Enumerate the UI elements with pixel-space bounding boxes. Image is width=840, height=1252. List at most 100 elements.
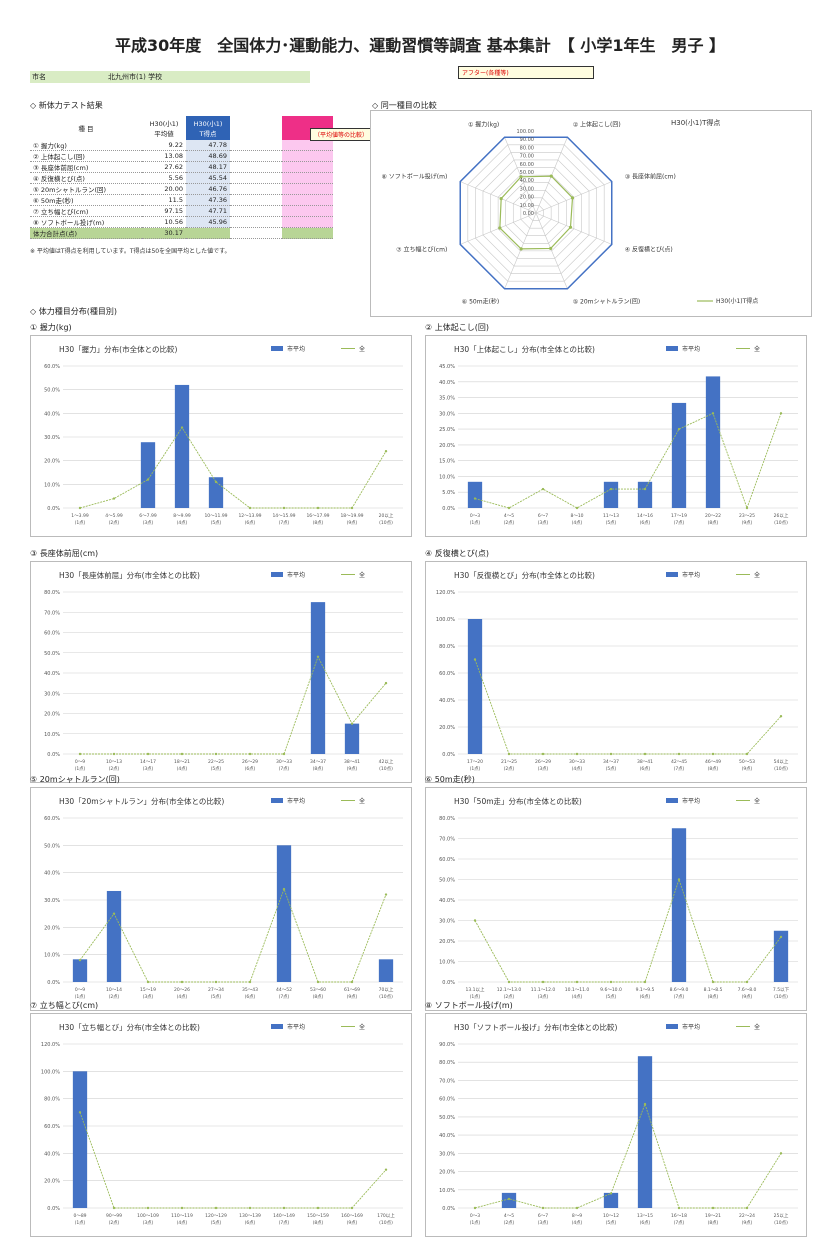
x-tick-label: (10点) xyxy=(379,994,393,1000)
x-tick-label: (3点) xyxy=(143,1220,154,1226)
bar xyxy=(671,828,687,982)
series-line xyxy=(474,1102,782,1209)
radar-spoke xyxy=(535,212,568,289)
distribution-chart: H30「20mシャトルラン」分布(市全体との比較) 市平均 全 0.0% 10.0% 20… xyxy=(44,796,403,1000)
line-point xyxy=(384,1168,388,1171)
x-tick-label: 8～9.99 xyxy=(173,513,191,519)
x-tick-label: 18～19.99 xyxy=(340,513,363,519)
distribution-chart: H30「握力」分布(市全体との比較) 市平均 全 0.0% 10.0% 20.0% 30.0… xyxy=(44,344,403,526)
x-tick-label: 61～69 xyxy=(344,987,360,993)
x-tick-label: 10～12 xyxy=(603,1213,619,1219)
x-tick-label: (5点) xyxy=(606,1220,617,1226)
distribution-chart-box: H30「20mシャトルラン」分布(市全体との比較) 市平均 全 0.0% 10.0% 20… xyxy=(30,787,412,1011)
radar-point xyxy=(570,196,575,200)
y-tick-label: 40.0% xyxy=(439,1133,455,1139)
y-tick-label: 15.0% xyxy=(439,459,455,465)
line-point xyxy=(745,1206,749,1210)
y-tick-label: 60.0% xyxy=(439,671,455,677)
distribution-chart: H30「長座体前屈」分布(市全体との比較) 市平均 全 0.0% 10.0% 20.0% 3… xyxy=(44,570,403,772)
x-tick-label: 20以上 xyxy=(379,512,394,519)
line-point xyxy=(146,478,150,481)
line-point xyxy=(282,752,286,756)
distribution-chart-box: H30「立ち幅とび」分布(市全体との比較) 市平均 全 0.0% 20.0% 40.0% 6… xyxy=(30,1013,412,1237)
legend-label: 全 xyxy=(359,797,365,805)
table-row: ③ 長座体前屈(cm) 27.62 48.17 xyxy=(30,161,333,173)
line-point xyxy=(180,980,184,984)
y-tick-label: 20.0% xyxy=(439,725,455,731)
y-tick-label: 10.0% xyxy=(439,474,455,480)
radar-title: H30(小1)T得点 xyxy=(671,118,720,127)
x-tick-label: 6～7 xyxy=(538,1213,548,1219)
results-section-label: ◇ 新体力テスト結果 xyxy=(30,101,103,110)
x-tick-label: (2点) xyxy=(109,520,120,526)
row-value-a: 9.22 xyxy=(142,140,186,151)
line-point xyxy=(350,1206,354,1210)
line-point xyxy=(282,1206,286,1210)
line-point xyxy=(384,681,388,685)
series-line xyxy=(474,878,782,983)
y-tick-label: 80.0% xyxy=(439,644,455,650)
line-point xyxy=(384,893,388,896)
chart-section-label: ⑤ 20mシャトルラン(回) xyxy=(30,775,120,784)
distribution-chart-box: H30「反復横とび」分布(市全体との比較) 市平均 全 0.0% 20.0% 40.0% 6… xyxy=(425,561,807,783)
x-tick-label: 10～13 xyxy=(106,759,122,765)
distribution-chart: H30「反復横とび」分布(市全体との比較) 市平均 全 0.0% 20.0% 40.0% 6… xyxy=(436,570,798,772)
line-point xyxy=(711,980,715,984)
bar xyxy=(344,723,360,754)
x-tick-label: 42～45 xyxy=(671,759,687,765)
x-tick-label: (4点) xyxy=(177,1220,188,1226)
row-value-b: 45.54 xyxy=(186,172,230,184)
y-tick-label: 0.0% xyxy=(47,980,60,986)
row-value-a: 13.08 xyxy=(142,150,186,162)
x-tick-label: 0～9 xyxy=(75,759,85,765)
radar-spoke xyxy=(460,181,537,214)
chart-title: H30「ソフトボール投げ」分布(市全体との比較) xyxy=(454,1022,618,1032)
bar xyxy=(72,1071,88,1208)
y-tick-label: 60.0% xyxy=(439,857,455,863)
legend-label: 市平均 xyxy=(682,1023,700,1031)
radar-spoke xyxy=(535,212,612,245)
x-tick-label: 8～10 xyxy=(570,513,583,519)
line-point xyxy=(248,980,252,984)
series-line xyxy=(474,659,782,755)
radar-point xyxy=(568,225,573,229)
radar-chart: 0.00 10.00 20.00 30.00 40.00 50.00 60.00 70.00 8… xyxy=(381,118,758,306)
x-tick-label: (4点) xyxy=(177,994,188,1000)
y-tick-label: 60.0% xyxy=(44,364,60,370)
line-point xyxy=(779,412,783,415)
y-tick-label: 20.0% xyxy=(439,443,455,449)
x-tick-label: 18～21 xyxy=(174,759,190,765)
x-tick-label: (10点) xyxy=(379,1220,393,1226)
bar xyxy=(378,959,394,982)
chart-section-label: ② 上体起こし(回) xyxy=(425,323,489,332)
x-tick-label: (10点) xyxy=(774,520,788,526)
distribution-chart-box: H30「握力」分布(市全体との比較) 市平均 全 0.0% 10.0% 20.0% 30.0… xyxy=(30,335,412,537)
radar-axis-label: ④ 反復横とび(点) xyxy=(625,246,673,254)
x-tick-label: (3点) xyxy=(143,520,154,526)
x-tick-label: (8点) xyxy=(313,1220,324,1226)
y-tick-label: 45.0% xyxy=(439,364,455,370)
series-line xyxy=(79,1112,387,1209)
chart-section-label: ④ 反復横とび(点) xyxy=(425,549,489,558)
x-tick-label: 10～14 xyxy=(106,987,122,993)
series-line xyxy=(474,412,782,510)
y-tick-label: 60.0% xyxy=(439,1097,455,1103)
line-point xyxy=(711,412,715,415)
row-name: ① 握力(kg) xyxy=(30,140,142,151)
x-tick-label: 130～139 xyxy=(239,1213,261,1219)
radar-point xyxy=(549,174,553,178)
x-tick-label: 15～19 xyxy=(140,987,156,993)
x-tick-label: (10点) xyxy=(379,520,393,526)
row-value-b: 48.69 xyxy=(186,150,230,162)
y-tick-label: 80.0% xyxy=(44,1097,60,1103)
x-tick-label: 90～99 xyxy=(106,1213,122,1219)
x-tick-label: (9点) xyxy=(347,766,358,772)
y-tick-label: 20.0% xyxy=(44,459,60,465)
x-tick-label: 17～19 xyxy=(671,513,687,519)
legend-label: 市平均 xyxy=(287,797,305,805)
x-tick-label: (6点) xyxy=(640,994,651,1000)
x-tick-label: (1点) xyxy=(470,520,481,526)
radar-tick-label: 40.00 xyxy=(520,178,534,184)
x-tick-label: 8.1～8.5 xyxy=(704,987,723,993)
col-b-header: H30(小1) T得点 xyxy=(186,116,230,140)
